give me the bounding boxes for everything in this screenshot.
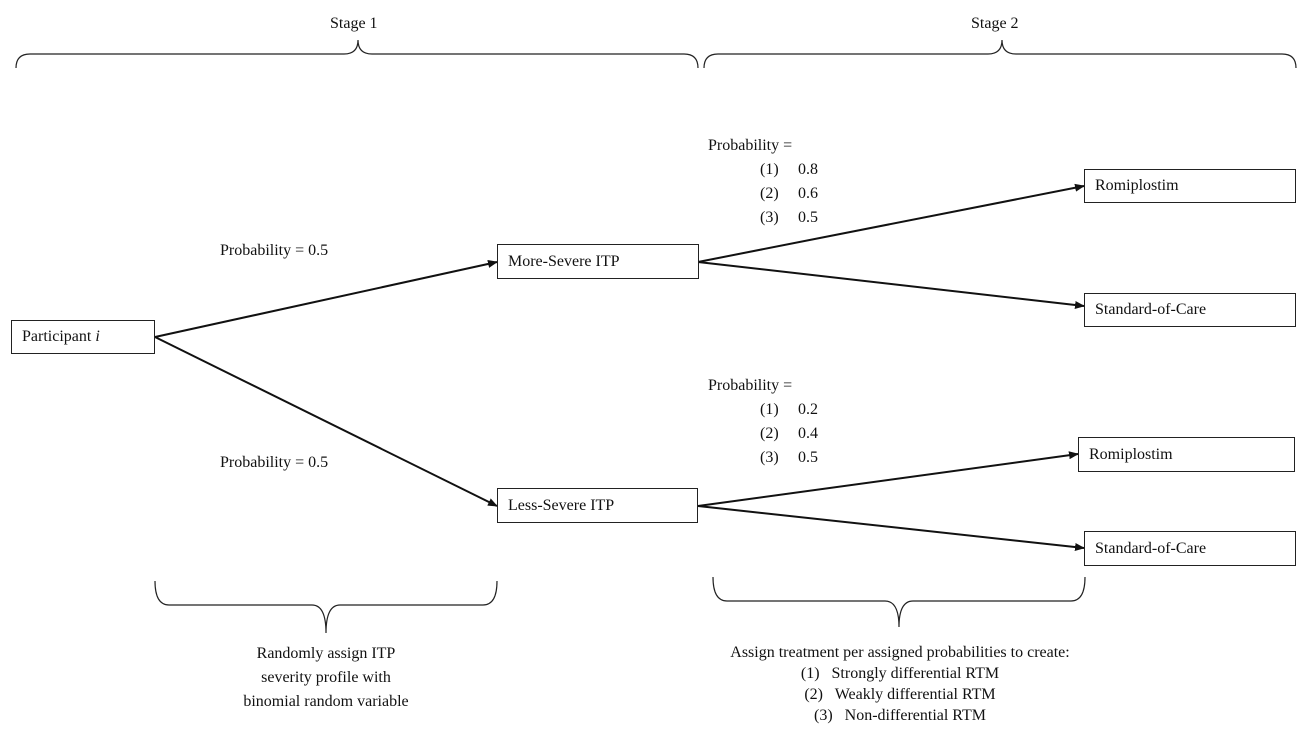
prob-number: (2) <box>760 185 779 202</box>
lower-branch-probability: Probability = 0.5 <box>220 454 329 471</box>
arrow-more-severe-to-soc <box>697 261 1085 309</box>
stage2-label: Stage 2 <box>971 15 1019 32</box>
less-severe-node: Less-Severe ITP <box>497 488 698 523</box>
prob-number: (3) <box>760 209 779 226</box>
stage1-note-line: severity profile with <box>261 669 391 686</box>
prob-value: 0.2 <box>798 401 818 418</box>
stage1-label: Stage 1 <box>330 15 378 32</box>
arrow-less-severe-to-romiplostim <box>697 451 1079 507</box>
participant-index: i <box>95 328 100 345</box>
prob-number: (1) <box>760 401 779 418</box>
arrow-less-severe-to-soc <box>697 505 1085 552</box>
arrow-more-severe-to-romiplostim <box>697 183 1085 263</box>
stage2-note-item: (2) Weakly differential RTM <box>804 686 996 703</box>
stage2-note: Assign treatment per assigned probabilit… <box>670 642 1130 726</box>
stage2-note-item: (3) Non-differential RTM <box>813 707 987 724</box>
prob-value: 0.4 <box>798 425 818 442</box>
prob-value: 0.8 <box>798 161 818 178</box>
stage2-note-intro: Assign treatment per assigned probabilit… <box>730 644 1070 661</box>
participant-node: Participant i <box>11 320 155 354</box>
prob-number: (2) <box>760 425 779 442</box>
stage2-bottom-brace <box>712 576 1086 628</box>
romiplostim-top-node: Romiplostim <box>1084 169 1296 203</box>
prob-number: (1) <box>760 161 779 178</box>
less-severe-probabilities: Probability = (1) 0.2 (2) 0.4 (3) 0.5 <box>708 374 818 470</box>
stage1-note-line: Randomly assign ITP <box>256 645 396 662</box>
stage1-brace <box>15 39 699 69</box>
participant-label: Participant <box>22 328 96 345</box>
prob-value: 0.5 <box>798 209 818 226</box>
more-severe-prob-header: Probability = <box>708 137 793 154</box>
less-severe-prob-header: Probability = <box>708 377 793 394</box>
arrow-participant-to-more-severe <box>154 260 498 338</box>
arrow-participant-to-less-severe <box>154 336 498 507</box>
stage1-note: Randomly assign ITP severity profile wit… <box>176 642 476 714</box>
prob-value: 0.5 <box>798 449 818 466</box>
more-severe-probabilities: Probability = (1) 0.8 (2) 0.6 (3) 0.5 <box>708 134 818 230</box>
stage2-brace <box>703 39 1297 69</box>
stage1-bottom-brace <box>154 580 498 634</box>
upper-branch-probability: Probability = 0.5 <box>220 242 329 259</box>
soc-bottom-node: Standard-of-Care <box>1084 531 1296 566</box>
more-severe-node: More-Severe ITP <box>497 244 699 279</box>
stage1-note-line: binomial random variable <box>243 693 409 710</box>
stage2-note-item: (1) Strongly differential RTM <box>800 665 1000 682</box>
prob-value: 0.6 <box>798 185 818 202</box>
prob-number: (3) <box>760 449 779 466</box>
romiplostim-bottom-node: Romiplostim <box>1078 437 1295 472</box>
soc-top-node: Standard-of-Care <box>1084 293 1296 327</box>
